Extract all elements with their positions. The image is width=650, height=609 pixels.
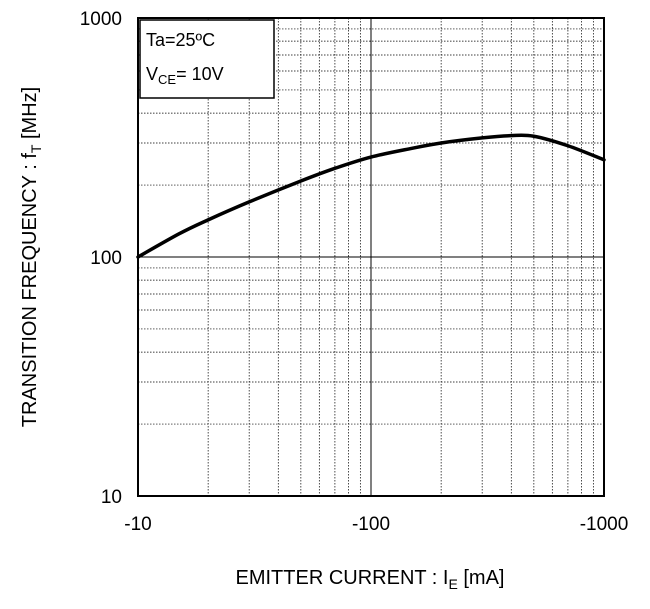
y-axis-title-unit: [MHz]	[19, 87, 41, 145]
series-line	[136, 133, 606, 259]
x-axis-title-subscript: E	[448, 576, 457, 592]
x-axis-title: EMITTER CURRENT : IE [mA]	[236, 567, 505, 592]
y-axis-title-subscript: T	[28, 144, 44, 153]
y-tick-label: 10	[101, 487, 122, 508]
x-axis-title-unit: [mA]	[458, 567, 505, 589]
x-tick-label: -10	[124, 514, 151, 535]
legend-box	[139, 19, 275, 99]
x-tick-label: -100	[352, 514, 390, 535]
legend-voltage: VCE= 10V	[146, 64, 224, 87]
x-axis-title-main: EMITTER CURRENT : I	[236, 567, 449, 589]
minor-gridlines	[138, 18, 604, 496]
y-axis-title: TRANSITION FREQUENCY : fT [MHz]	[19, 87, 44, 427]
y-axis-title-main: TRANSITION FREQUENCY : f	[19, 153, 41, 428]
x-tick-label: -1000	[580, 514, 629, 535]
y-tick-label: 1000	[80, 9, 122, 30]
legend-voltage-subscript: CE	[158, 72, 176, 87]
x-tick-labels: -10 -100 -1000	[124, 514, 628, 535]
legend-voltage-main: V	[146, 64, 158, 84]
y-tick-label: 100	[90, 248, 122, 269]
legend: Ta=25ºC VCE= 10V	[139, 19, 275, 99]
legend-voltage-value: = 10V	[176, 64, 224, 84]
legend-temperature: Ta=25ºC	[146, 30, 215, 50]
y-tick-labels: 10 100 1000	[80, 9, 122, 508]
